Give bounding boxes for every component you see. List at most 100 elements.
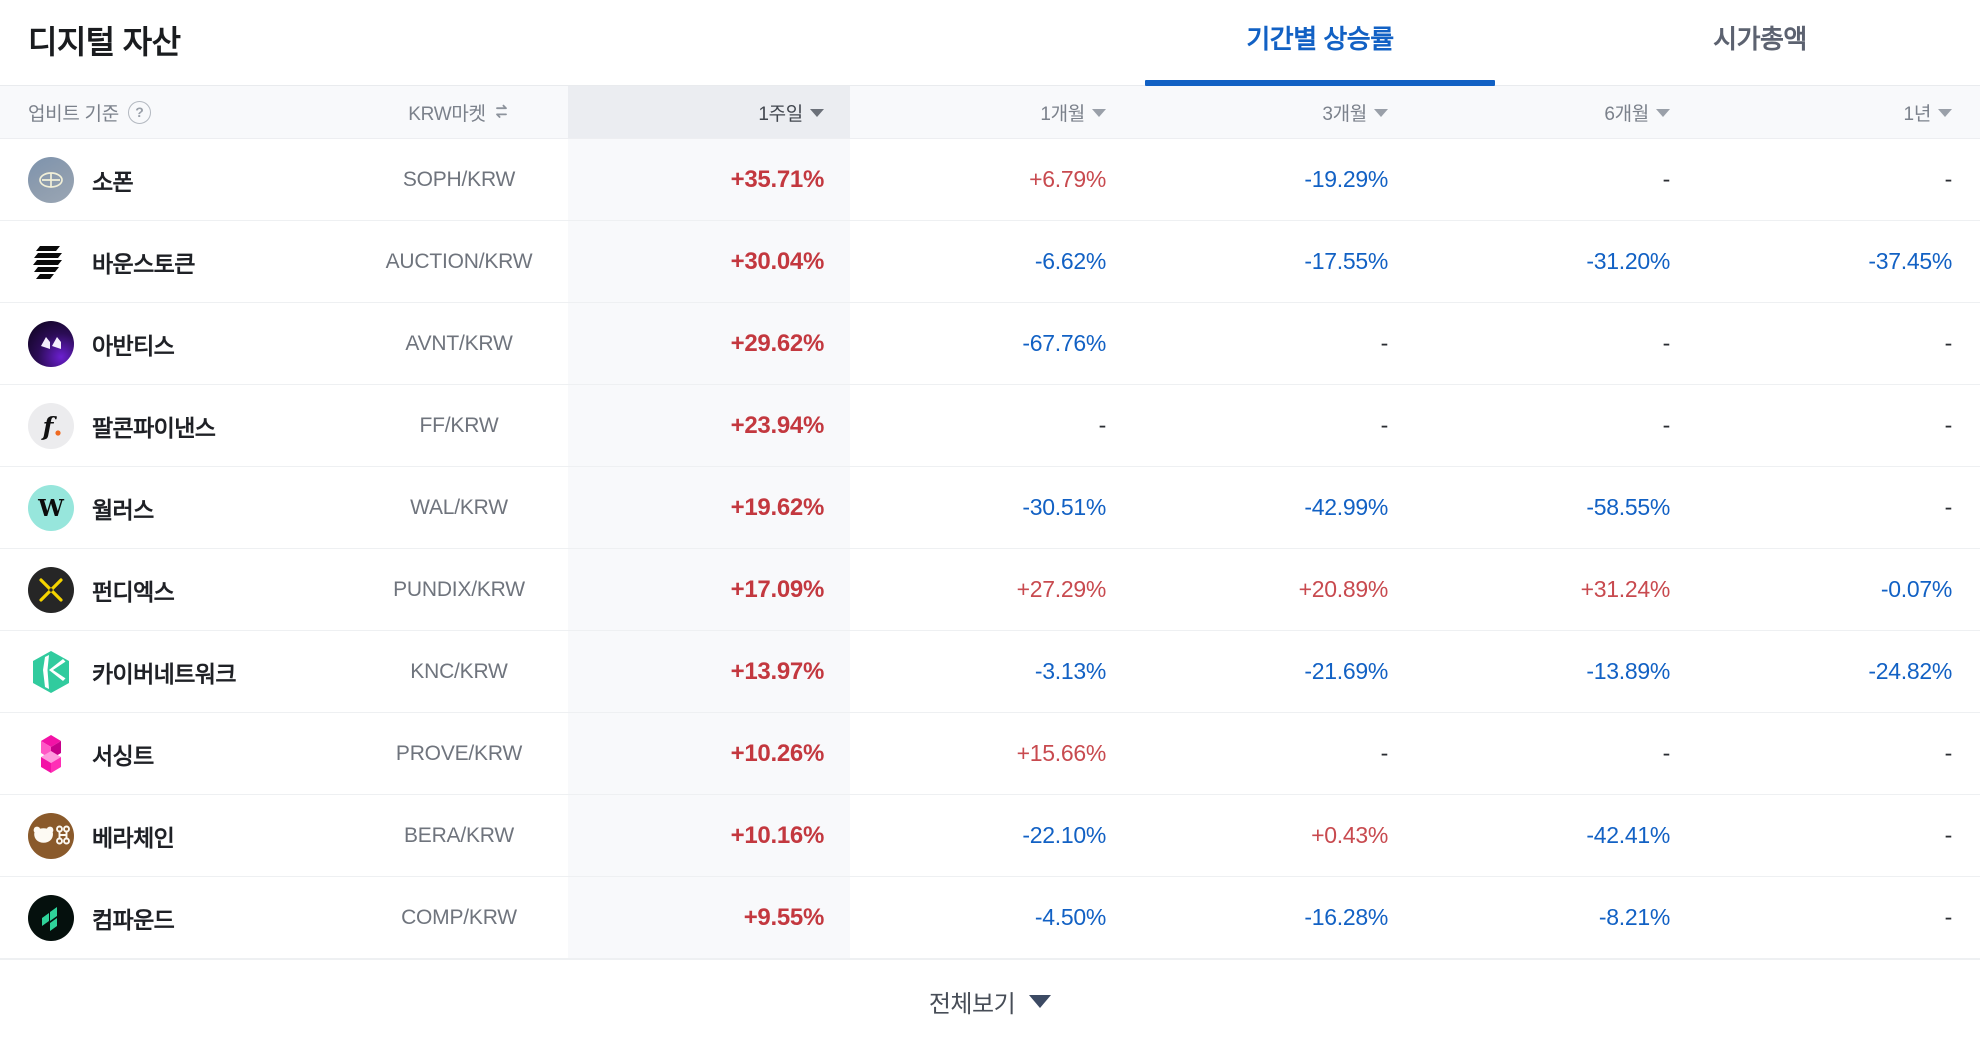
column-header-1month-label: 1개월 <box>1040 103 1085 125</box>
table-row[interactable]: 카이버네트워크 KNC/KRW +13.97% -3.13% -21.69% -13.89… <box>0 631 1980 713</box>
asset-name-cell[interactable]: 펀디엑스 <box>0 549 350 630</box>
chevron-down-icon <box>1656 109 1670 117</box>
column-header-market[interactable]: KRW마켓 <box>350 86 568 138</box>
svg-text:f: f <box>41 412 58 441</box>
chevron-down-icon <box>810 109 824 117</box>
change-cell-w1: +9.55% <box>568 877 850 958</box>
asset-name-cell[interactable]: W 월러스 <box>0 467 350 548</box>
tab-period-change[interactable]: 기간별 상승률 <box>1100 0 1540 86</box>
bera-icon <box>28 812 74 859</box>
change-value-m3: +20.89% <box>1298 576 1389 602</box>
change-cell-y1: - <box>1696 795 1978 876</box>
asset-name: 월러스 <box>92 496 154 523</box>
table-footer: 전체보기 <box>0 959 1980 1043</box>
change-value-m6: -31.20% <box>1586 248 1670 274</box>
tab-market-cap[interactable]: 시가총액 <box>1540 0 1980 86</box>
auction-icon <box>28 238 74 285</box>
soph-icon <box>28 156 74 203</box>
change-cell-m3: - <box>1132 713 1414 794</box>
column-header-1week-label: 1주일 <box>758 103 803 125</box>
market-pair: AUCTION/KRW <box>385 249 533 273</box>
asset-name-cell[interactable]: 아반티스 <box>0 303 350 384</box>
asset-name-cell[interactable]: 컴파운드 <box>0 877 350 958</box>
market-pair-cell: SOPH/KRW <box>350 139 568 220</box>
change-value-m6: - <box>1662 166 1671 192</box>
asset-name-cell[interactable]: f 팔콘파이낸스 <box>0 385 350 466</box>
change-cell-w1: +17.09% <box>568 549 850 630</box>
change-value-m6: -58.55% <box>1586 494 1670 520</box>
column-header-standard-label: 업비트 기준 <box>28 103 119 125</box>
asset-name-cell[interactable]: 바운스토큰 <box>0 221 350 302</box>
swap-icon[interactable] <box>493 103 510 126</box>
table-row[interactable]: 소폰 SOPH/KRW +35.71% +6.79% -19.29% - - <box>0 139 1980 221</box>
asset-name: 펀디엑스 <box>92 578 175 605</box>
market-pair: PUNDIX/KRW <box>393 577 525 601</box>
change-cell-y1: - <box>1696 713 1978 794</box>
change-value-w1: +13.97% <box>730 657 825 685</box>
table-row[interactable]: f 팔콘파이낸스 FF/KRW +23.94% - - - - <box>0 385 1980 467</box>
change-value-m3: -16.28% <box>1304 904 1388 930</box>
change-cell-w1: +13.97% <box>568 631 850 712</box>
change-value-m6: - <box>1662 330 1671 356</box>
help-icon[interactable]: ? <box>127 100 151 124</box>
change-cell-m3: -17.55% <box>1132 221 1414 302</box>
change-value-m6: -13.89% <box>1586 658 1670 684</box>
asset-name-cell[interactable]: 베라체인 <box>0 795 350 876</box>
asset-name-cell[interactable]: 소폰 <box>0 139 350 220</box>
asset-name: 서싱트 <box>92 742 154 769</box>
change-value-m3: - <box>1380 740 1389 766</box>
market-pair: WAL/KRW <box>410 495 508 519</box>
change-cell-w1: +30.04% <box>568 221 850 302</box>
table-row[interactable]: 바운스토큰 AUCTION/KRW +30.04% -6.62% -17.55% -31.… <box>0 221 1980 303</box>
change-cell-m1: -22.10% <box>850 795 1132 876</box>
column-header-1week[interactable]: 1주일 <box>568 86 850 138</box>
column-header-1month[interactable]: 1개월 <box>850 86 1132 138</box>
market-pair: FF/KRW <box>419 413 499 437</box>
change-cell-y1: -0.07% <box>1696 549 1978 630</box>
asset-name-cell[interactable]: 서싱트 <box>0 713 350 794</box>
asset-name: 카이버네트워크 <box>92 660 237 687</box>
asset-name-cell[interactable]: 카이버네트워크 <box>0 631 350 712</box>
change-value-y1: - <box>1944 822 1953 848</box>
column-header-6month[interactable]: 6개월 <box>1414 86 1696 138</box>
change-cell-w1: +10.26% <box>568 713 850 794</box>
table-row[interactable]: 아반티스 AVNT/KRW +29.62% -67.76% - - - <box>0 303 1980 385</box>
market-pair-cell: WAL/KRW <box>350 467 568 548</box>
change-value-w1: +35.71% <box>730 165 825 193</box>
market-pair: PROVE/KRW <box>395 741 523 765</box>
table-header-row: 업비트 기준 ? KRW마켓 1주일 1개월 <box>0 86 1980 139</box>
change-value-y1: - <box>1944 412 1953 438</box>
change-cell-m1: +27.29% <box>850 549 1132 630</box>
table-row[interactable]: 베라체인 BERA/KRW +10.16% -22.10% +0.43% -42.41% - <box>0 795 1980 877</box>
change-cell-m1: -30.51% <box>850 467 1132 548</box>
tab-market-cap-label: 시가총액 <box>1713 24 1807 54</box>
change-cell-y1: -37.45% <box>1696 221 1978 302</box>
column-header-standard[interactable]: 업비트 기준 ? <box>0 86 350 138</box>
change-value-w1: +9.55% <box>743 903 825 931</box>
change-value-m1: -3.13% <box>1034 658 1106 684</box>
change-value-w1: +29.62% <box>730 329 825 357</box>
view-all-label: 전체보기 <box>928 991 1016 1018</box>
change-cell-m6: - <box>1414 385 1696 466</box>
table-row[interactable]: 펀디엑스 PUNDIX/KRW +17.09% +27.29% +20.89% +31.2… <box>0 549 1980 631</box>
column-header-6month-label: 6개월 <box>1604 103 1649 125</box>
change-cell-m3: - <box>1132 385 1414 466</box>
market-pair-cell: KNC/KRW <box>350 631 568 712</box>
market-pair: KNC/KRW <box>410 659 508 683</box>
table-row[interactable]: W 월러스 WAL/KRW +19.62% -30.51% -42.99% -58.55% - <box>0 467 1980 549</box>
market-pair-cell: AVNT/KRW <box>350 303 568 384</box>
change-value-m3: -21.69% <box>1304 658 1388 684</box>
column-header-3month[interactable]: 3개월 <box>1132 86 1414 138</box>
change-value-m1: +27.29% <box>1016 576 1107 602</box>
view-all-button[interactable]: 전체보기 <box>919 978 1061 1025</box>
change-cell-m3: -21.69% <box>1132 631 1414 712</box>
change-cell-m1: +15.66% <box>850 713 1132 794</box>
change-cell-m1: - <box>850 385 1132 466</box>
table-row[interactable]: 서싱트 PROVE/KRW +10.26% +15.66% - - - <box>0 713 1980 795</box>
change-value-m3: -17.55% <box>1304 248 1388 274</box>
column-header-1year[interactable]: 1년 <box>1696 86 1978 138</box>
table-row[interactable]: 컴파운드 COMP/KRW +9.55% -4.50% -16.28% -8.21% - <box>0 877 1980 959</box>
market-pair-cell: PROVE/KRW <box>350 713 568 794</box>
change-cell-y1: - <box>1696 139 1978 220</box>
change-cell-y1: -24.82% <box>1696 631 1978 712</box>
